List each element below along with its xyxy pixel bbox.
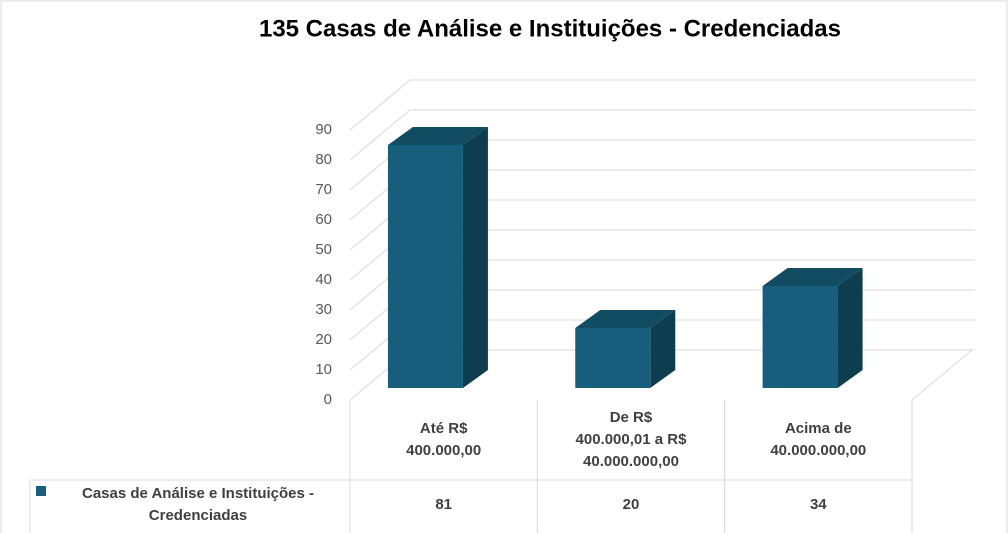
bar-top [387, 127, 488, 145]
y-tick-label: 50 [315, 241, 332, 258]
y-tick-label: 40 [315, 271, 332, 288]
chart-title: 135 Casas de Análise e Instituições - Cr… [259, 15, 841, 42]
bar [575, 328, 651, 388]
table-value: 20 [622, 496, 640, 513]
table-value: 34 [809, 496, 827, 513]
y-tick-label: 0 [324, 391, 332, 408]
y-tick-label: 30 [315, 301, 332, 318]
y-tick-label: 70 [315, 181, 332, 198]
bar-side [837, 268, 863, 388]
bar-side [650, 310, 676, 388]
bar-side [462, 127, 488, 388]
grid-line [349, 79, 411, 131]
table-value: 81 [435, 496, 452, 513]
legend-text: Casas de Análise e Instituições - Creden… [81, 485, 315, 524]
y-tick-label: 20 [315, 331, 332, 348]
y-tick-label: 80 [315, 151, 332, 168]
category-label: Acima de 40.000.000,00 [770, 420, 867, 459]
category-label: Até R$ 400.000,00 [406, 420, 482, 459]
bar-top [762, 268, 863, 286]
y-tick-label: 10 [315, 361, 332, 378]
category-label: De R$ 400.000,01 a R$ 40.000.000,00 [575, 409, 687, 470]
bar-top [575, 310, 676, 328]
y-tick-label: 60 [315, 211, 332, 228]
legend-entry: Casas de Análise e Instituições - Creden… [30, 480, 350, 530]
legend-swatch [36, 486, 46, 496]
y-tick-label: 90 [315, 121, 332, 138]
floor-edge [911, 349, 973, 401]
bar [387, 145, 463, 388]
grid-line [349, 109, 411, 161]
bar [762, 286, 838, 388]
